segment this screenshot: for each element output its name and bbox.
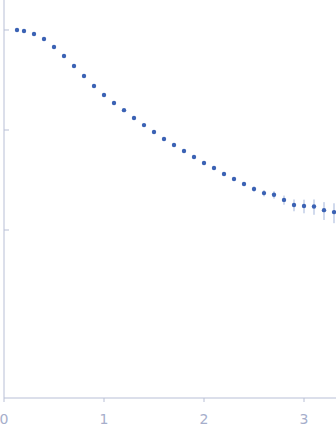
x-tick-label: 2 (200, 411, 209, 427)
data-point (332, 210, 336, 214)
data-point (162, 137, 166, 141)
x-tick (204, 398, 205, 402)
chart-container: 0 1 2 3 (0, 0, 336, 437)
data-point (312, 204, 316, 208)
data-point (62, 54, 66, 58)
y-axis (4, 0, 5, 398)
data-point (262, 191, 266, 195)
data-point (222, 172, 226, 176)
data-point (72, 64, 76, 68)
x-tick-label: 1 (100, 411, 109, 427)
data-point (192, 155, 196, 159)
x-tick (4, 398, 5, 402)
data-point (132, 116, 136, 120)
data-point (322, 208, 326, 212)
data-point (142, 123, 146, 127)
data-point (42, 37, 46, 41)
y-tick (4, 230, 9, 231)
chart: 0 1 2 3 (0, 0, 336, 437)
data-point (202, 161, 206, 165)
data-point (302, 204, 306, 208)
x-tick-label: 3 (300, 411, 309, 427)
data-point (232, 177, 236, 181)
data-point (15, 28, 19, 32)
data-point (292, 203, 296, 207)
data-point (22, 29, 26, 33)
data-point (252, 187, 256, 191)
data-point (92, 84, 96, 88)
data-point (172, 143, 176, 147)
data-point (82, 74, 86, 78)
data-point (242, 182, 246, 186)
y-tick (4, 29, 9, 30)
data-point (102, 93, 106, 97)
data-point (122, 108, 126, 112)
data-point (282, 198, 286, 202)
data-point (52, 45, 56, 49)
x-tick-label: 0 (0, 411, 8, 427)
data-points (15, 28, 336, 223)
x-axis (4, 398, 336, 399)
y-tick (4, 130, 9, 131)
data-point (152, 130, 156, 134)
data-point (112, 101, 116, 105)
data-point (182, 149, 186, 153)
x-tick (104, 398, 105, 402)
data-point (272, 193, 276, 197)
data-point (212, 166, 216, 170)
data-point (32, 32, 36, 36)
x-tick (304, 398, 305, 402)
